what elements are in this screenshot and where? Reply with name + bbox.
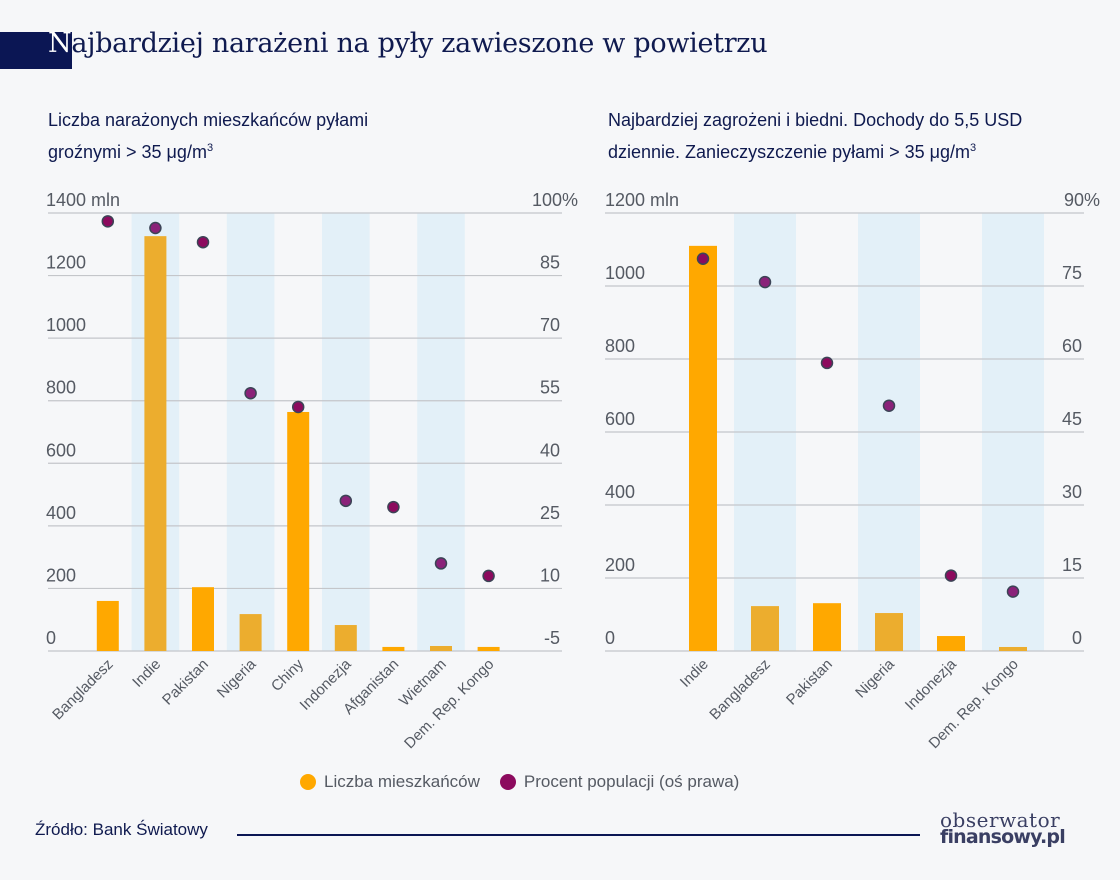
- legend-label: Liczba mieszkańców: [324, 772, 480, 791]
- y-tick-label: 800: [46, 378, 76, 398]
- right-chart-title: Najbardziej zagrożeni i biedni. Dochody …: [608, 106, 1022, 166]
- x-tick-label: Indonezja: [902, 655, 960, 713]
- y-tick-label: 200: [46, 565, 76, 585]
- y2-tick-label: 75: [1062, 263, 1082, 283]
- footer-divider: [237, 834, 920, 836]
- data-point: [434, 557, 448, 570]
- right-chart-title-line1: Najbardziej zagrożeni i biedni. Dochody …: [608, 110, 1023, 130]
- bar: [430, 645, 452, 651]
- left-chart: 0 200 400 600 800 1000 1200 1400 mln -5 10 25 40 55 7…: [46, 190, 578, 752]
- x-tick-label: Pakistan: [159, 656, 212, 709]
- y-tick-label: 400: [605, 482, 635, 502]
- y2-tick-label: 55: [540, 378, 560, 398]
- legend: Liczba mieszkańców Procent populacji (oś…: [300, 772, 739, 792]
- bar: [382, 646, 405, 651]
- data-point: [149, 221, 162, 235]
- bar: [334, 625, 357, 651]
- source-note: Źródło: Bank Światowy: [35, 820, 208, 839]
- legend-label: Procent populacji (oś prawa): [523, 772, 740, 791]
- data-point: [758, 275, 772, 289]
- bar: [875, 613, 903, 651]
- bar: [937, 636, 965, 651]
- legend-swatch-purple: [499, 774, 516, 790]
- data-point: [482, 569, 495, 583]
- bar: [287, 411, 310, 651]
- legend-item-percent: Procent populacji (oś prawa): [499, 772, 740, 792]
- left-chart-title-line1: Liczba narażonych mieszkańców pyłami: [48, 110, 369, 130]
- column-band: [226, 213, 275, 651]
- y2-tick-label: 10: [540, 565, 560, 585]
- y-tick-label: 1200: [46, 253, 86, 273]
- title-first-letter: N: [48, 28, 72, 59]
- y2-tick-label: 60: [1062, 336, 1082, 356]
- y2-tick-label: 70: [540, 315, 560, 335]
- bar: [751, 606, 779, 651]
- y-tick-label: 0: [46, 628, 56, 648]
- bar: [239, 614, 262, 651]
- data-point: [291, 400, 305, 414]
- y2-tick-label: -5: [544, 628, 560, 648]
- y-tick-label: 800: [605, 336, 635, 356]
- y2-tick-label: 0: [1072, 628, 1082, 648]
- y-tick-label: 600: [46, 440, 76, 460]
- y-tick-label: 1000: [605, 263, 645, 283]
- y-tick-label: 600: [605, 409, 635, 429]
- y-tick-label: 1400 mln: [46, 190, 120, 210]
- x-tick-label: Bangladesz: [706, 656, 773, 723]
- y2-tick-label: 15: [1062, 555, 1082, 575]
- y-tick-label: 1200 mln: [605, 190, 679, 210]
- x-tick-label: Indie: [129, 656, 164, 691]
- bar: [96, 600, 119, 651]
- legend-item-count: Liczba mieszkańców: [300, 772, 480, 792]
- x-tick-label: Chiny: [268, 655, 307, 694]
- y2-tick-label: 85: [540, 253, 560, 273]
- y-tick-label: 0: [605, 628, 615, 648]
- data-point: [820, 356, 834, 370]
- brand-logo: obserwator finansowy.pl: [940, 808, 1066, 848]
- logo-line2: finansowy.pl: [940, 826, 1066, 848]
- y2-tick-label: 100%: [532, 190, 578, 210]
- x-tick-label: Indie: [677, 656, 712, 691]
- data-point: [882, 399, 896, 412]
- x-tick-label: Pakistan: [783, 656, 836, 709]
- data-point: [244, 386, 257, 400]
- y-tick-label: 1000: [46, 315, 86, 335]
- x-tick-label: Nigeria: [852, 655, 898, 701]
- title-accent-block: [0, 32, 72, 69]
- column-band: [322, 213, 370, 651]
- data-point: [101, 215, 115, 228]
- right-chart: 0 200 400 600 800 1000 1200 mln 0 15 30 45 60 75 90% I…: [605, 190, 1100, 752]
- x-tick-label: Nigeria: [214, 655, 260, 701]
- y-tick-label: 200: [605, 555, 635, 575]
- data-point: [696, 252, 710, 265]
- data-point: [196, 235, 210, 249]
- right-chart-title-line2: dziennie. Zanieczyszczenie pyłami > 35 μ…: [608, 142, 977, 162]
- column-band: [417, 213, 465, 651]
- x-tick-label: Dem. Rep. Kongo: [401, 656, 497, 752]
- y2-tick-label: 45: [1062, 409, 1082, 429]
- bar: [144, 236, 167, 651]
- data-point: [1006, 585, 1020, 598]
- legend-swatch-orange: [300, 774, 316, 790]
- y2-tick-label: 30: [1062, 482, 1082, 502]
- left-chart-title: Liczba narażonych mieszkańców pyłami gro…: [48, 106, 368, 166]
- left-chart-title-line2: groźnymi > 35 μg/m3: [48, 142, 214, 162]
- y2-tick-label: 40: [540, 440, 560, 460]
- page-title: Najbardziej narażeni na pyły zawieszone …: [48, 28, 768, 59]
- logo-line1: obserwator: [940, 808, 1061, 832]
- bar: [813, 603, 841, 651]
- bar: [689, 245, 717, 651]
- data-point: [944, 569, 958, 582]
- bar: [192, 587, 214, 651]
- data-point: [339, 494, 353, 508]
- title-rest: ajbardziej narażeni na pyły zawieszone w…: [71, 28, 768, 59]
- y2-tick-label: 25: [540, 503, 560, 523]
- x-tick-label: Bangladesz: [49, 656, 116, 723]
- y2-tick-label: 90%: [1064, 190, 1100, 210]
- data-point: [387, 500, 400, 514]
- bar: [477, 646, 500, 651]
- y-tick-label: 400: [46, 503, 76, 523]
- bar: [999, 646, 1027, 651]
